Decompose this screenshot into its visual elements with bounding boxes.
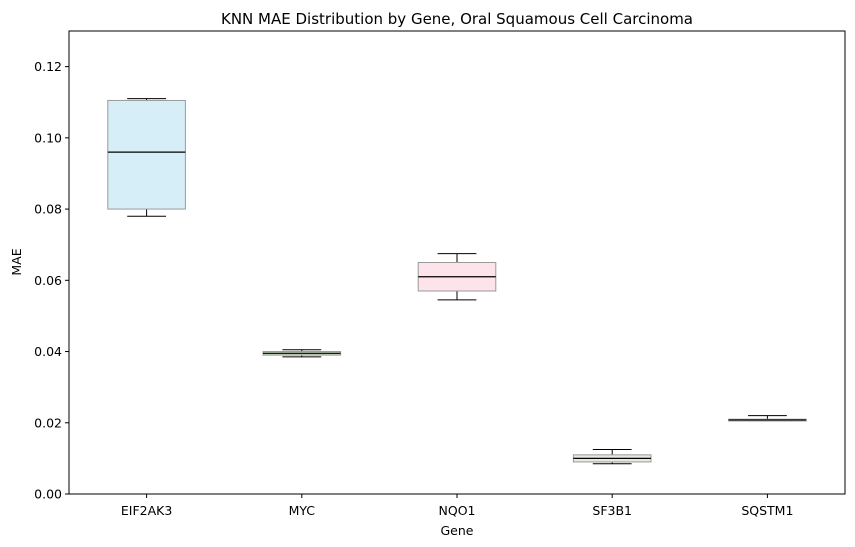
box-group [728, 415, 807, 422]
y-axis-title: MAE [9, 248, 24, 275]
x-tick-label: SQSTM1 [741, 503, 793, 518]
y-axis: 0.00 0.02 0.04 0.06 0.08 0.10 0.12 [34, 59, 69, 502]
chart-title: KNN MAE Distribution by Gene, Oral Squam… [221, 10, 693, 28]
y-tick-label: 0.10 [34, 130, 62, 145]
x-tick-label: EIF2AK3 [121, 503, 172, 518]
y-tick-label: 0.02 [34, 415, 62, 430]
x-axis: EIF2AK3 MYC NQO1 SF3B1 SQSTM1 [121, 494, 793, 518]
box-iqr [107, 99, 186, 210]
y-tick-label: 0.04 [34, 344, 62, 359]
y-tick-label: 0.12 [34, 59, 62, 74]
x-tick-label: SF3B1 [592, 503, 632, 518]
box-group [107, 98, 186, 217]
box-group [572, 448, 652, 465]
box-group [262, 349, 342, 358]
boxes-layer [107, 98, 807, 465]
x-axis-title: Gene [441, 523, 474, 538]
y-tick-label: 0.08 [34, 202, 62, 217]
box-group [417, 253, 497, 301]
plot-frame [68, 30, 846, 495]
y-tick-label: 0.00 [34, 487, 62, 502]
x-tick-label: NQO1 [439, 503, 476, 518]
x-tick-label: MYC [289, 503, 316, 518]
y-tick-label: 0.06 [34, 273, 62, 288]
